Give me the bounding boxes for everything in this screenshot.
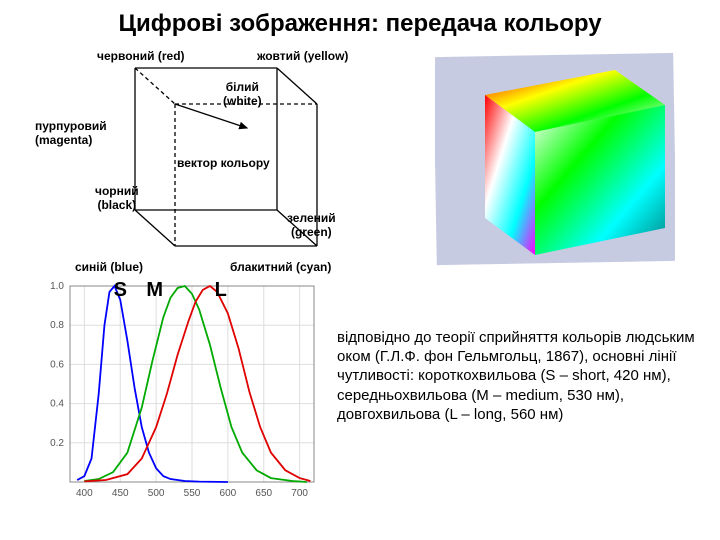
- cube-label-black: чорний(black): [95, 184, 139, 212]
- cube-label-white: білий(white): [223, 80, 262, 108]
- sensitivity-chart: 0.2 0.4 0.6 0.8 1.0 400 450 500 550 600 650 700 SM L: [35, 280, 325, 510]
- sml-label-M: M: [146, 280, 163, 301]
- cube-label-red: червоний (red): [97, 49, 185, 63]
- svg-text:700: 700: [291, 488, 308, 499]
- cube-label-cyan: блакитний (cyan): [230, 260, 331, 274]
- rgb-cube-svg: [435, 50, 675, 270]
- svg-text:650: 650: [255, 488, 272, 499]
- cube-label-yellow: жовтий (yellow): [257, 49, 348, 63]
- description-text: відповідно до теорії сприйняття кольорів…: [325, 280, 709, 510]
- cube-label-vector: вектор кольору: [177, 156, 270, 170]
- svg-text:450: 450: [112, 488, 129, 499]
- svg-text:500: 500: [148, 488, 165, 499]
- svg-text:1.0: 1.0: [50, 281, 64, 292]
- svg-text:400: 400: [76, 488, 93, 499]
- sensitivity-svg: 0.2 0.4 0.6 0.8 1.0 400 450 500 550 600 650 700 SM L: [35, 280, 325, 510]
- cube-label-magenta: пурпуровий(magenta): [35, 119, 107, 147]
- top-row: червоний (red) жовтий (yellow) білий(white…: [0, 46, 720, 276]
- wire-cube-diagram: червоний (red) жовтий (yellow) білий(white…: [35, 46, 355, 276]
- bottom-row: 0.20.40.60.81.0400450500550600650700SML …: [0, 280, 720, 510]
- svg-text:600: 600: [220, 488, 237, 499]
- cube-label-green: зелений(green): [287, 211, 336, 239]
- rgb-cube: [425, 50, 685, 270]
- svg-text:0.6: 0.6: [50, 359, 64, 370]
- svg-text:0.2: 0.2: [50, 438, 64, 449]
- page-title: Цифрові зображення: передача кольору: [0, 0, 720, 46]
- svg-text:550: 550: [184, 488, 201, 499]
- cube-label-blue: синій (blue): [75, 260, 143, 274]
- svg-text:0.8: 0.8: [50, 320, 64, 331]
- sml-label-L: L: [215, 280, 227, 301]
- svg-text:0.4: 0.4: [50, 399, 64, 410]
- sml-label-S: S: [114, 280, 127, 301]
